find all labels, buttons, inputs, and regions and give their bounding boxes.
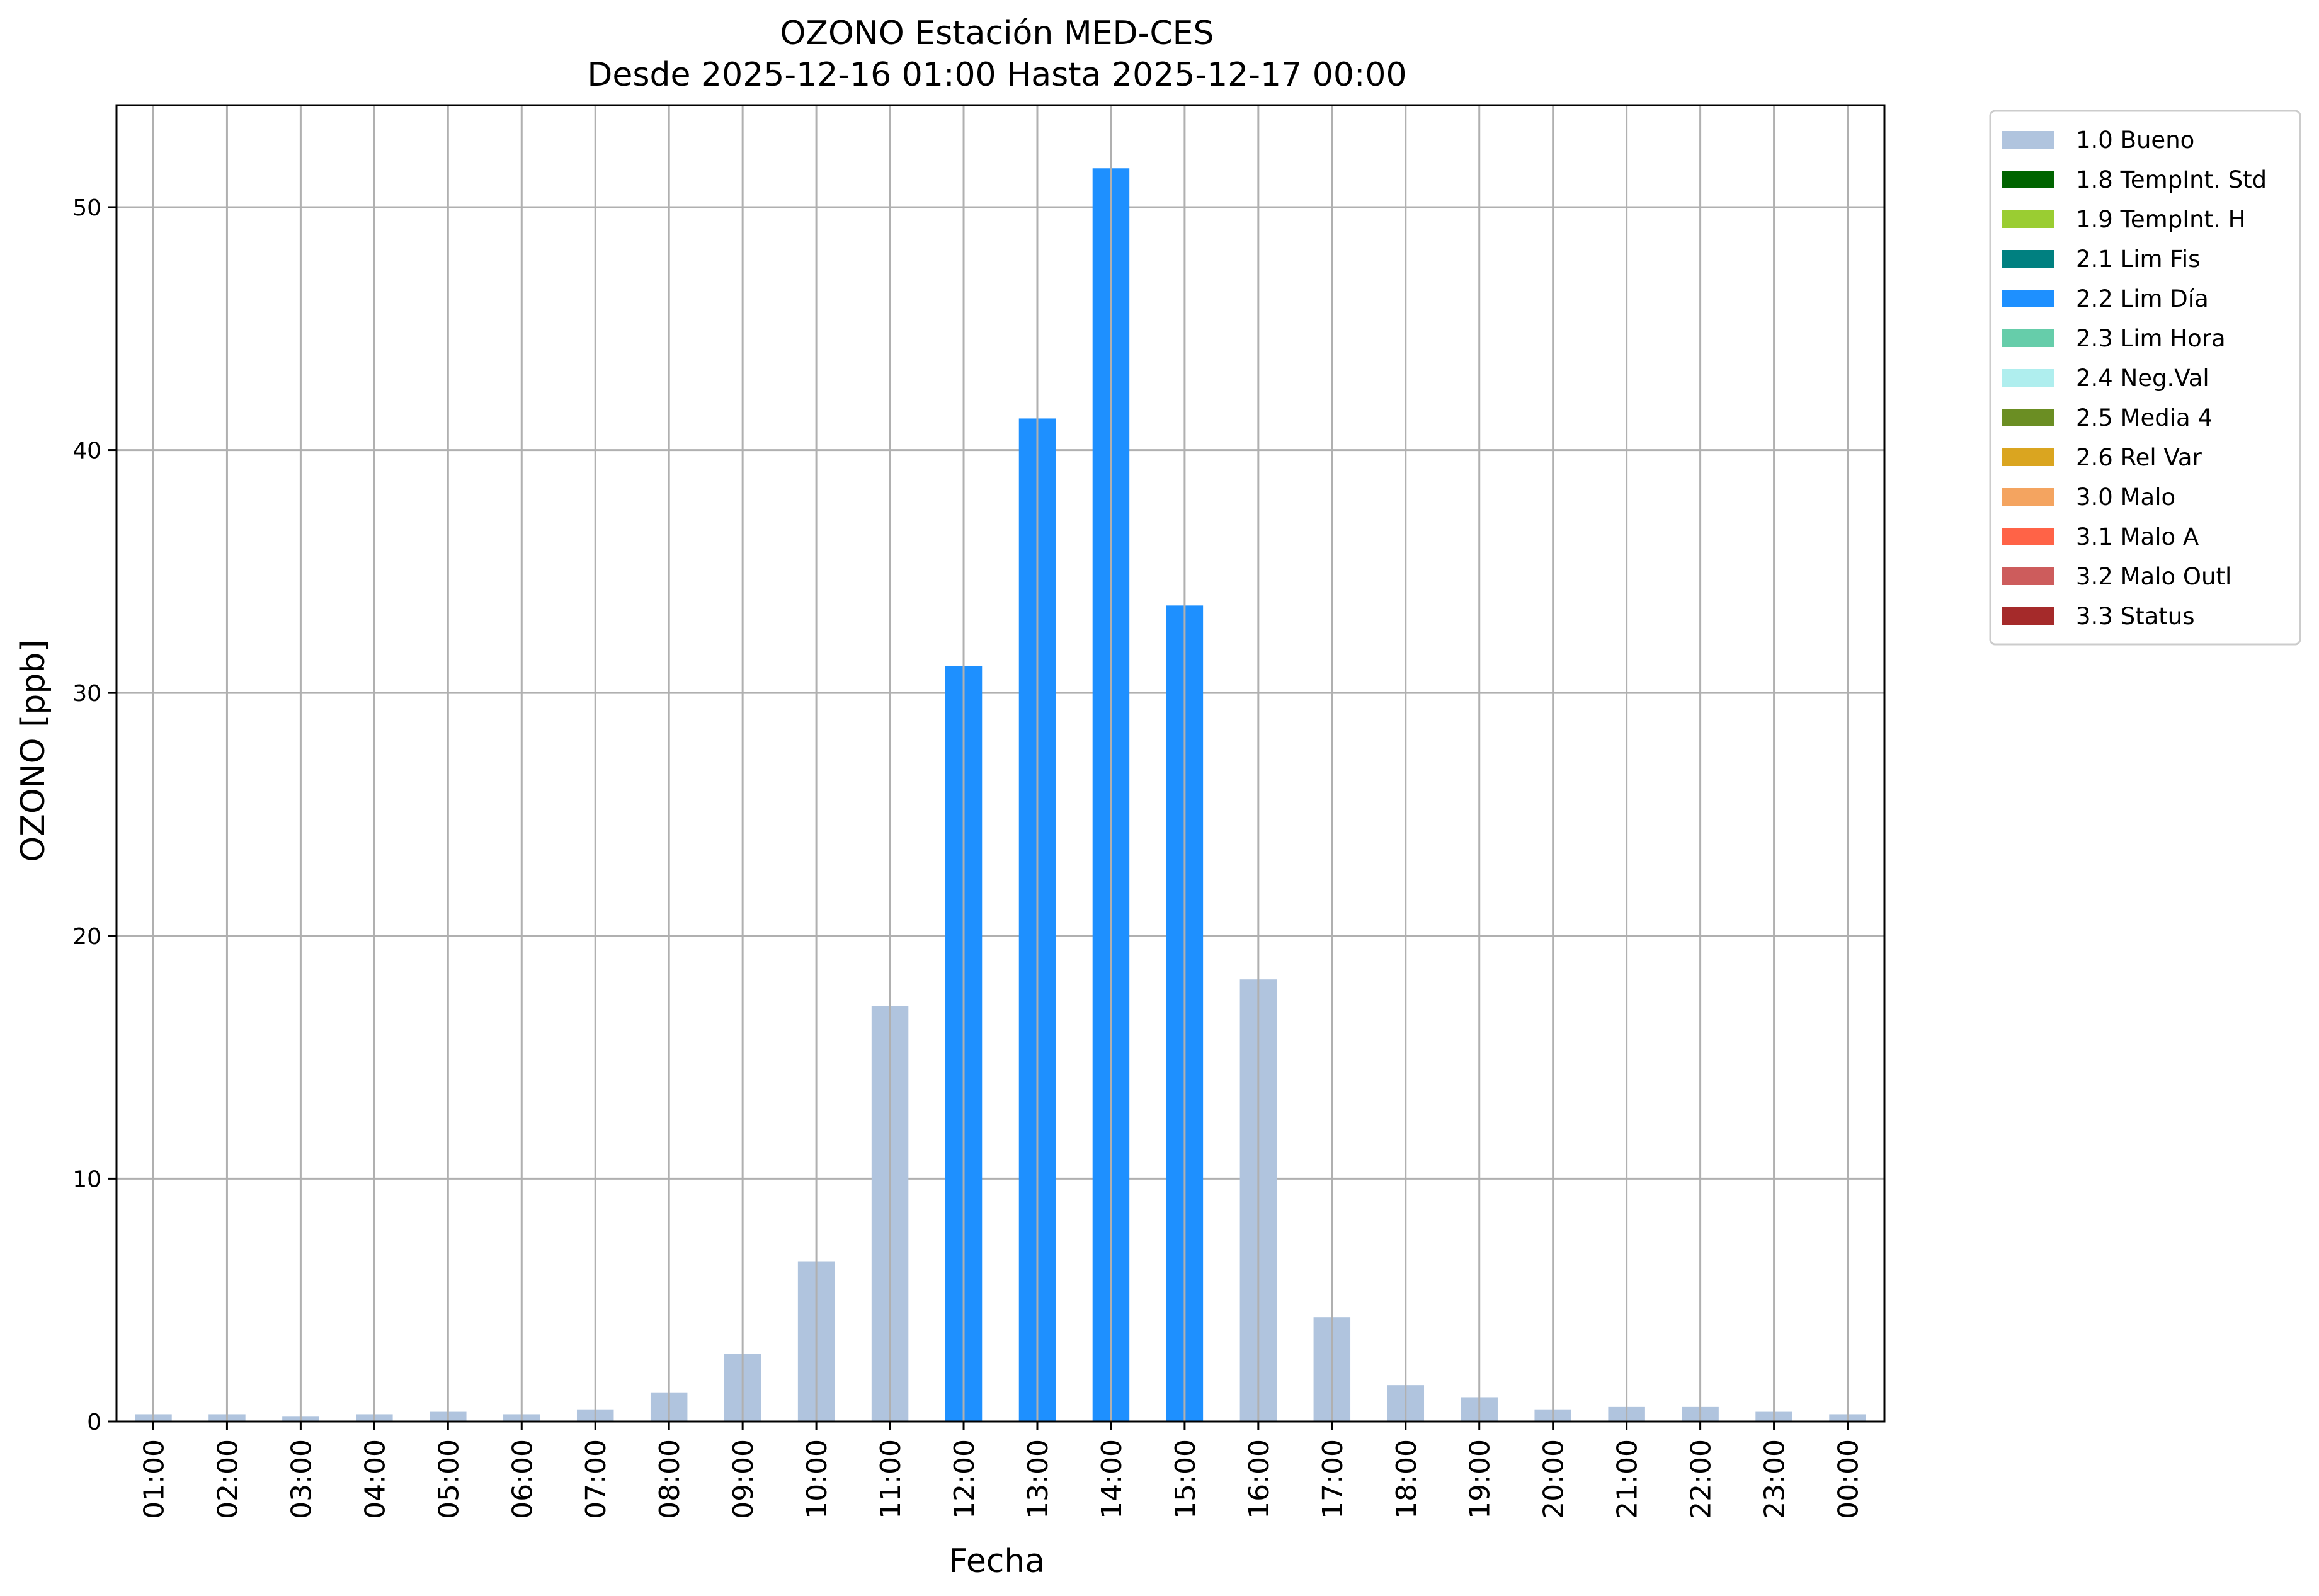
- legend-swatch: [2002, 528, 2054, 545]
- legend-swatch: [2002, 369, 2054, 387]
- x-tick-label: 08:00: [654, 1439, 686, 1519]
- x-tick-label: 09:00: [727, 1439, 760, 1519]
- legend-label: 3.0 Malo: [2076, 484, 2175, 511]
- plot-frame: [115, 104, 1886, 1423]
- y-tick-label: 20: [72, 924, 101, 950]
- x-tick-label: 19:00: [1464, 1439, 1496, 1519]
- legend-swatch: [2002, 171, 2054, 188]
- chart-title: OZONO Estación MED-CES: [780, 14, 1214, 52]
- legend-label: 2.5 Media 4: [2076, 404, 2213, 431]
- legend-swatch: [2002, 210, 2054, 228]
- x-tick-label: 21:00: [1612, 1439, 1644, 1519]
- legend-label: 2.4 Neg.Val: [2076, 365, 2209, 392]
- legend-label: 1.9 TempInt. H: [2076, 206, 2245, 233]
- legend-swatch: [2002, 250, 2054, 268]
- x-tick-label: 20:00: [1538, 1439, 1570, 1519]
- x-tick-label: 10:00: [801, 1439, 833, 1519]
- x-tick-label: 07:00: [580, 1439, 612, 1519]
- x-tick-label: 12:00: [949, 1439, 981, 1519]
- legend-label: 2.1 Lim Fis: [2076, 246, 2200, 273]
- x-ticks: 01:00 02:00 03:00 04:00 05:00 06:00 07:00 08:00…: [138, 1422, 1865, 1519]
- x-tick-label: 18:00: [1391, 1439, 1423, 1519]
- legend-swatch: [2002, 131, 2054, 149]
- legend-label: 2.6 Rel Var: [2076, 444, 2202, 471]
- y-tick-label: 30: [72, 681, 101, 707]
- x-tick-label: 22:00: [1685, 1439, 1718, 1519]
- legend-label: 1.8 TempInt. Std: [2076, 166, 2267, 193]
- legend-swatch: [2002, 290, 2054, 307]
- legend-box: [1989, 110, 2301, 646]
- x-tick-label: 17:00: [1317, 1439, 1349, 1519]
- x-tick-label: 06:00: [506, 1439, 538, 1519]
- chart-subtitle: Desde 2025-12-16 01:00 Hasta 2025-12-17 …: [587, 56, 1406, 94]
- x-tick-label: 23:00: [1759, 1439, 1791, 1519]
- x-tick-label: 04:00: [359, 1439, 391, 1519]
- legend-label: 3.1 Malo A: [2076, 523, 2199, 550]
- legend-swatch: [2002, 329, 2054, 347]
- x-tick-label: 16:00: [1243, 1439, 1275, 1519]
- x-axis-label: Fecha: [949, 1542, 1045, 1580]
- x-tick-label: 05:00: [433, 1439, 465, 1519]
- y-tick-label: 0: [87, 1410, 101, 1435]
- y-tick-label: 50: [72, 195, 101, 221]
- legend-swatch: [2002, 448, 2054, 466]
- legend: 1.0 Bueno 1.8 TempInt. Std 1.9 TempInt. H 2…: [1989, 110, 2301, 646]
- y-tick-label: 10: [72, 1166, 101, 1192]
- legend-swatch: [2002, 607, 2054, 625]
- y-tick-label: 40: [72, 438, 101, 464]
- legend-swatch: [2002, 567, 2054, 585]
- x-tick-label: 13:00: [1022, 1439, 1054, 1519]
- x-tick-label: 00:00: [1833, 1439, 1865, 1519]
- x-tick-label: 03:00: [285, 1439, 317, 1519]
- x-tick-label: 14:00: [1096, 1439, 1128, 1519]
- legend-label: 1.0 Bueno: [2076, 127, 2194, 154]
- legend-label: 3.3 Status: [2076, 603, 2195, 630]
- x-tick-label: 01:00: [138, 1439, 170, 1519]
- y-ticks: 0 10 20 30 40 50: [72, 195, 117, 1435]
- x-tick-label: 15:00: [1170, 1439, 1202, 1519]
- legend-swatch: [2002, 409, 2054, 426]
- x-tick-label: 02:00: [212, 1439, 244, 1519]
- y-axis-label: OZONO [ppb]: [14, 639, 52, 862]
- legend-swatch: [2002, 488, 2054, 506]
- legend-label: 2.2 Lim Día: [2076, 285, 2209, 312]
- x-tick-label: 11:00: [875, 1439, 907, 1519]
- legend-label: 2.3 Lim Hora: [2076, 325, 2226, 352]
- x-grid-lines: [152, 105, 1849, 1422]
- legend-label: 3.2 Malo Outl: [2076, 563, 2231, 590]
